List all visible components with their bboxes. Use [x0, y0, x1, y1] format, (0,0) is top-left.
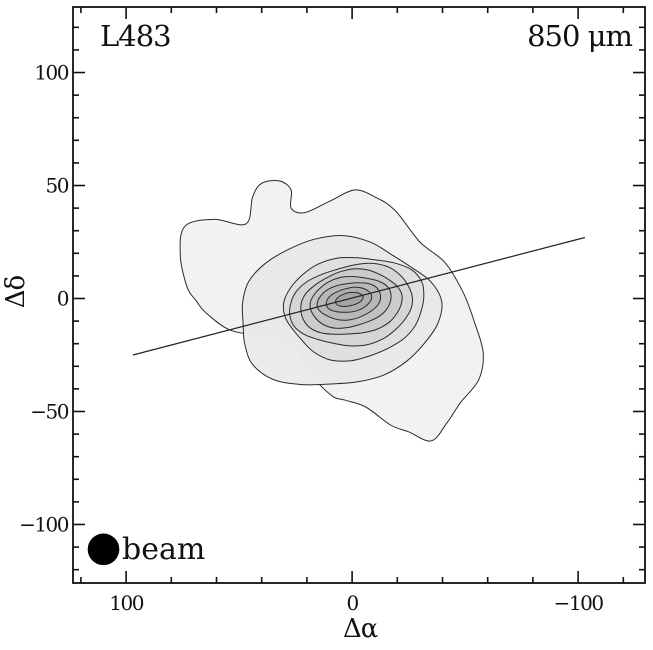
y-tick-label: 0	[57, 287, 69, 311]
halftone-texture	[180, 180, 484, 442]
source-name-label: L483	[100, 19, 172, 53]
beam-label: beam	[122, 532, 206, 567]
y-tick-label: −50	[30, 399, 68, 423]
x-axis-title: Δα	[343, 614, 378, 644]
wavelength-label: 850 μm	[527, 19, 633, 53]
y-tick-label: −100	[19, 512, 69, 536]
outflow-line	[132, 236, 586, 356]
beam-marker	[87, 533, 120, 566]
plot-frame	[72, 6, 646, 584]
x-tick-label: 100	[109, 591, 143, 615]
y-tick-label: 100	[34, 61, 68, 85]
x-tick-label: −100	[554, 591, 604, 615]
x-tick-label: 0	[346, 591, 358, 615]
y-tick-label: 50	[46, 174, 69, 198]
y-axis-title: Δδ	[1, 275, 31, 309]
